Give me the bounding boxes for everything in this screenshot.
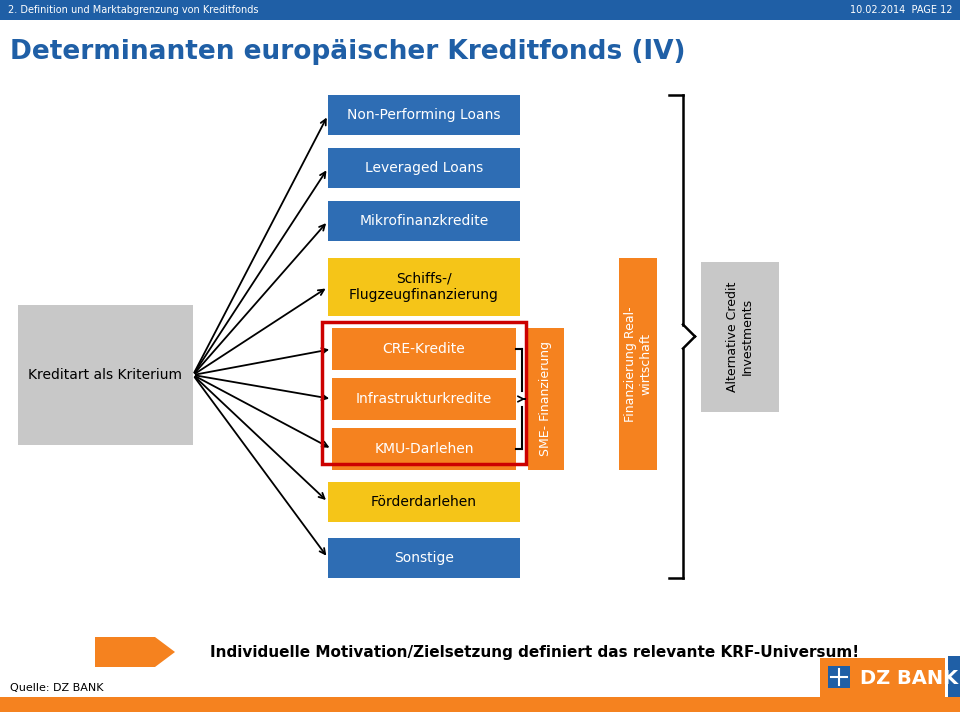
Text: Infrastrukturkredite: Infrastrukturkredite	[356, 392, 492, 406]
Text: Leveraged Loans: Leveraged Loans	[365, 161, 483, 175]
Text: Kreditart als Kriterium: Kreditart als Kriterium	[29, 368, 182, 382]
Text: Mikrofinanzkredite: Mikrofinanzkredite	[359, 214, 489, 228]
Text: Individuelle Motivation/Zielsetzung definiert das relevante KRF-Universum!: Individuelle Motivation/Zielsetzung defi…	[210, 644, 859, 659]
Bar	[332, 328, 516, 370]
Bar	[18, 305, 193, 445]
Text: 2. Definition und Marktabgrenzung von Kreditfonds: 2. Definition und Marktabgrenzung von Kr…	[8, 5, 258, 15]
Bar	[332, 428, 516, 470]
Text: DZ BANK: DZ BANK	[860, 669, 958, 688]
Text: Determinanten europäischer Kreditfonds (IV): Determinanten europäischer Kreditfonds (…	[10, 39, 685, 65]
Text: SME- Finanzierung: SME- Finanzierung	[540, 342, 553, 456]
Text: KMU-Darlehen: KMU-Darlehen	[374, 442, 473, 456]
Text: Alternative Credit
Investments: Alternative Credit Investments	[726, 281, 754, 392]
Bar	[701, 261, 779, 412]
Bar	[828, 666, 850, 688]
Polygon shape	[155, 637, 175, 667]
Text: Sonstige: Sonstige	[394, 551, 454, 565]
Bar	[328, 148, 520, 188]
Bar	[322, 322, 526, 464]
Bar	[328, 258, 520, 316]
Text: Non-Performing Loans: Non-Performing Loans	[348, 108, 501, 122]
Text: Finanzierung Real-
wirtschaft: Finanzierung Real- wirtschaft	[624, 306, 652, 422]
Bar	[0, 0, 960, 20]
Bar	[328, 482, 520, 522]
Bar	[328, 538, 520, 578]
Text: Förderdarlehen: Förderdarlehen	[371, 495, 477, 509]
Text: 10.02.2014  PAGE 12: 10.02.2014 PAGE 12	[850, 5, 952, 15]
Text: CRE-Kredite: CRE-Kredite	[383, 342, 466, 356]
Text: Schiffs-/
Flugzeugfinanzierung: Schiffs-/ Flugzeugfinanzierung	[349, 272, 499, 302]
Bar	[328, 95, 520, 135]
Bar	[948, 656, 960, 712]
Text: Quelle: DZ BANK: Quelle: DZ BANK	[10, 683, 104, 693]
Bar	[328, 201, 520, 241]
Bar	[528, 328, 564, 470]
Bar	[619, 258, 657, 470]
Bar	[0, 697, 960, 712]
Bar	[95, 637, 155, 667]
Bar	[332, 378, 516, 420]
Bar	[820, 658, 945, 698]
